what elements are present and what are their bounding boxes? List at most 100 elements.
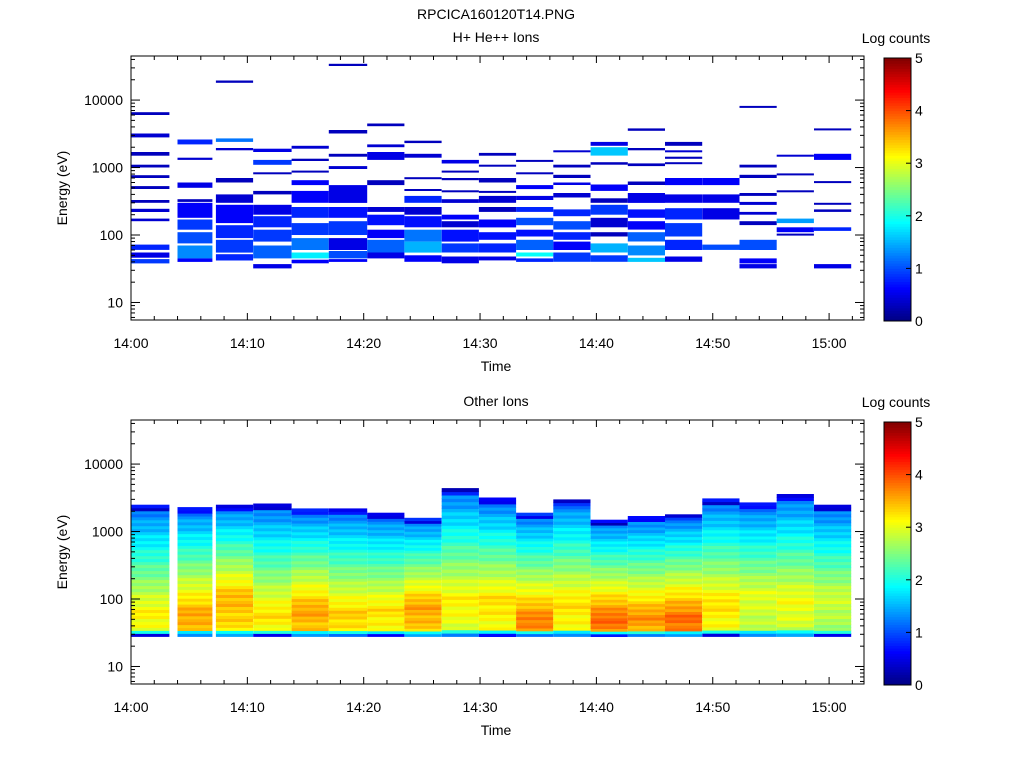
heatmap-cell (665, 614, 703, 618)
heatmap-cell (739, 578, 777, 583)
heatmap-cell (627, 540, 665, 544)
heatmap-cell (478, 529, 517, 533)
colorbar-swatch (884, 178, 911, 183)
heatmap-cell (441, 199, 479, 203)
heatmap-cell (215, 178, 254, 183)
heatmap-cell (702, 564, 740, 568)
heatmap-cell (665, 542, 703, 546)
heatmap-cell (441, 569, 479, 573)
heatmap-cell (291, 145, 329, 149)
colorbar-swatch (884, 142, 911, 146)
heatmap-cell (215, 576, 254, 581)
heatmap-cell (665, 583, 703, 587)
heatmap-cell (553, 539, 591, 544)
heatmap-cell (553, 549, 591, 553)
colorbar-swatch (884, 71, 911, 75)
heatmap-cell (739, 520, 777, 525)
colorbar-swatch (884, 215, 911, 219)
heatmap-cell (367, 585, 405, 590)
colorbar-swatch (884, 495, 911, 499)
heatmap-cell (516, 518, 554, 522)
heatmap-cell (215, 633, 254, 637)
heatmap-cell (131, 175, 170, 178)
colorbar-swatch (884, 482, 911, 486)
heatmap-cell (177, 562, 213, 567)
heatmap-cell (131, 259, 170, 264)
heatmap-cell (553, 502, 591, 507)
heatmap-cell (553, 546, 591, 550)
heatmap-cell (131, 582, 170, 587)
x-tick-label: 15:00 (812, 699, 847, 715)
heatmap-cell (367, 543, 405, 547)
colorbar-swatch (884, 577, 911, 581)
heatmap-cell (590, 620, 628, 624)
heatmap-cell (478, 607, 517, 612)
heatmap-cell (253, 527, 292, 532)
heatmap-cell (215, 597, 254, 601)
heatmap-cell (328, 566, 368, 571)
heatmap-cell (553, 241, 591, 250)
heatmap-cell (776, 536, 814, 540)
colorbar-swatch (884, 679, 911, 683)
heatmap-cell (478, 570, 517, 574)
heatmap-cell (441, 602, 479, 607)
heatmap-cell (665, 522, 703, 526)
heatmap-cell (627, 546, 665, 550)
colorbar-swatch (884, 305, 911, 309)
heatmap-cell (665, 603, 703, 607)
heatmap-cell (739, 584, 777, 589)
heatmap-cell (177, 565, 213, 570)
heatmap-cell (739, 548, 777, 552)
heatmap-cell (627, 628, 665, 632)
heatmap-cell (253, 509, 292, 514)
heatmap-cell (553, 505, 591, 510)
heatmap-cell (665, 194, 703, 203)
heatmap-cell (627, 592, 665, 596)
heatmap-cell (814, 627, 852, 631)
heatmap-cell (665, 150, 703, 153)
colorbar-swatch (884, 445, 911, 449)
heatmap-cell (739, 526, 777, 531)
heatmap-cell (367, 571, 405, 576)
colorbar-swatch (884, 131, 911, 135)
heatmap-cell (590, 162, 628, 165)
heatmap-cell (131, 564, 170, 569)
heatmap-cell (702, 573, 740, 578)
colorbar-swatch (884, 556, 911, 560)
heatmap-cell (177, 618, 213, 623)
heatmap-cell (253, 603, 292, 607)
heatmap-cell (478, 519, 517, 524)
heatmap-cell (590, 559, 628, 563)
heatmap-cell (131, 579, 170, 584)
heatmap-cell (478, 195, 517, 203)
heatmap-cell (776, 506, 814, 511)
heatmap-cell (553, 599, 591, 603)
colorbar-swatch (884, 223, 911, 227)
heatmap-cell (814, 537, 852, 542)
heatmap-cell (739, 239, 777, 250)
heatmap-cell (590, 527, 628, 531)
heatmap-cell (739, 590, 777, 595)
colorbar-swatch (884, 231, 911, 235)
heatmap-cell (215, 528, 254, 533)
heatmap-cell (553, 627, 591, 631)
heatmap-cell (215, 615, 254, 619)
heatmap-cell (253, 557, 292, 562)
heatmap-cell (627, 518, 665, 522)
heatmap-cell (553, 602, 591, 606)
heatmap-cell (215, 561, 254, 566)
heatmap-cell (814, 567, 852, 572)
heatmap-cell (627, 619, 665, 624)
heatmap-cell (776, 523, 814, 527)
heatmap-cell (553, 514, 591, 519)
heatmap-cell (739, 551, 777, 555)
heatmap-cell (177, 507, 213, 511)
colorbar-swatch (884, 173, 911, 177)
colorbar-swatch (884, 228, 911, 233)
heatmap-cell (776, 513, 814, 518)
heatmap-cell (253, 627, 292, 631)
colorbar-swatch (884, 307, 911, 311)
heatmap-cell (516, 588, 554, 592)
heatmap-cell (177, 513, 213, 517)
heatmap-cell (328, 607, 368, 611)
